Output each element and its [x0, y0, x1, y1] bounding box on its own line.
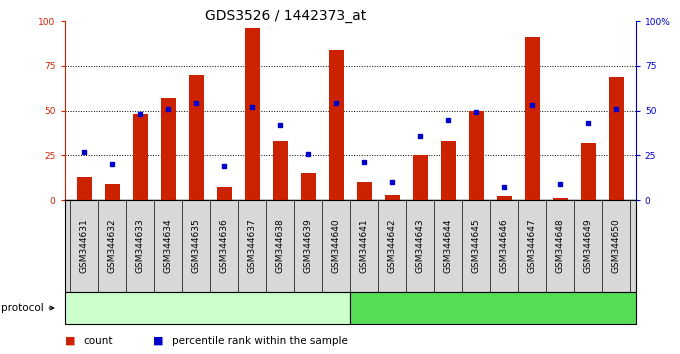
- Bar: [216, 188, 232, 200]
- Text: GSM344635: GSM344635: [192, 219, 201, 273]
- Text: GSM344642: GSM344642: [388, 219, 396, 273]
- Text: GSM344649: GSM344649: [583, 219, 593, 273]
- Text: GSM344650: GSM344650: [612, 219, 621, 273]
- Text: GSM344637: GSM344637: [248, 219, 257, 273]
- Text: GSM344636: GSM344636: [220, 219, 228, 273]
- Text: GSM344643: GSM344643: [415, 219, 425, 273]
- Text: GSM344646: GSM344646: [500, 219, 509, 273]
- Bar: [441, 141, 456, 200]
- Text: GSM344640: GSM344640: [332, 219, 341, 273]
- Bar: [553, 198, 568, 200]
- Text: protocol: protocol: [1, 303, 44, 313]
- Text: myostatin inhibition: myostatin inhibition: [434, 302, 552, 314]
- Bar: [384, 195, 400, 200]
- Bar: [609, 77, 624, 200]
- Bar: [301, 173, 316, 200]
- Bar: [105, 184, 120, 200]
- Text: GSM344647: GSM344647: [528, 219, 537, 273]
- Text: ■: ■: [153, 336, 163, 346]
- Text: GSM344638: GSM344638: [275, 219, 285, 273]
- Text: GSM344641: GSM344641: [360, 219, 369, 273]
- Bar: [133, 114, 148, 200]
- Text: ■: ■: [65, 336, 75, 346]
- Text: percentile rank within the sample: percentile rank within the sample: [172, 336, 348, 346]
- Text: control: control: [187, 302, 228, 314]
- Text: GDS3526 / 1442373_at: GDS3526 / 1442373_at: [205, 9, 367, 23]
- Bar: [496, 196, 512, 200]
- Text: GSM344634: GSM344634: [164, 219, 173, 273]
- Bar: [413, 155, 428, 200]
- Bar: [581, 143, 596, 200]
- Bar: [245, 28, 260, 200]
- Text: GSM344648: GSM344648: [556, 219, 564, 273]
- Text: GSM344633: GSM344633: [136, 219, 145, 273]
- Text: count: count: [84, 336, 113, 346]
- Bar: [356, 182, 372, 200]
- Bar: [76, 177, 92, 200]
- Bar: [273, 141, 288, 200]
- Text: GSM344644: GSM344644: [444, 219, 453, 273]
- Bar: [160, 98, 176, 200]
- Bar: [188, 75, 204, 200]
- Bar: [524, 37, 540, 200]
- Bar: [328, 50, 344, 200]
- Bar: [469, 110, 484, 200]
- Text: GSM344631: GSM344631: [80, 219, 88, 273]
- Text: GSM344645: GSM344645: [472, 219, 481, 273]
- Text: GSM344632: GSM344632: [107, 219, 117, 273]
- Text: GSM344639: GSM344639: [304, 219, 313, 273]
